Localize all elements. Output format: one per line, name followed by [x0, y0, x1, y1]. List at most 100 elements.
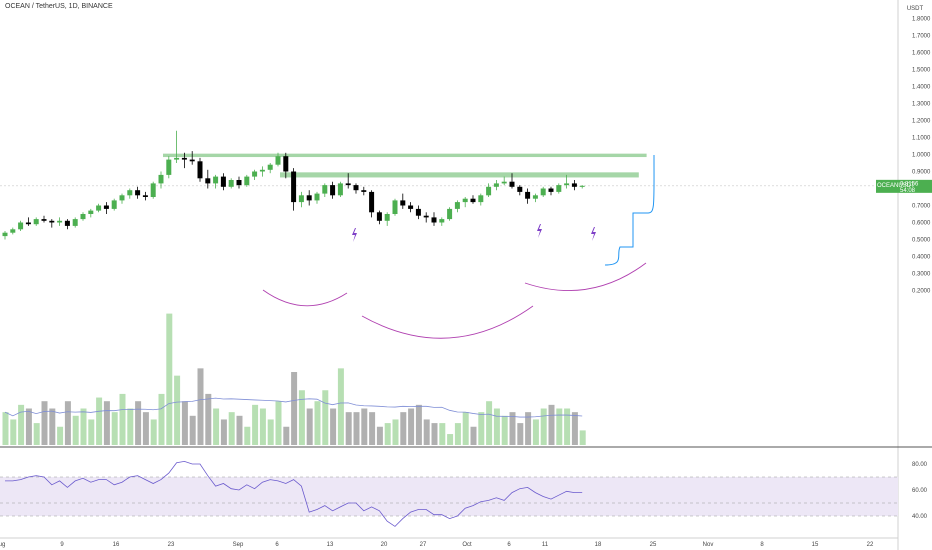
- price-tick-label: 1.4000: [912, 85, 931, 91]
- volume-bar: [244, 426, 251, 445]
- candle-body: [72, 219, 78, 226]
- last-price-symbol: OCEANUSDT: [877, 183, 915, 189]
- candle-body: [25, 222, 31, 225]
- candle: [330, 181, 336, 199]
- candle-body: [415, 208, 421, 216]
- candle: [408, 202, 414, 213]
- candle-body: [322, 185, 328, 194]
- lightning-icon: [352, 228, 357, 242]
- volume-bar: [18, 404, 25, 445]
- candle-body: [267, 164, 273, 170]
- volume-bar: [25, 408, 32, 445]
- candle: [291, 168, 297, 211]
- candle: [236, 176, 242, 189]
- candle: [470, 195, 476, 204]
- candle-body: [454, 202, 460, 209]
- price-tick-label: 1.2000: [912, 119, 931, 125]
- candle-body: [205, 178, 211, 184]
- candle: [431, 212, 437, 226]
- candle: [283, 152, 289, 179]
- volume-bar: [298, 390, 305, 445]
- candle: [353, 183, 359, 194]
- candle: [275, 152, 281, 167]
- volume-bar: [57, 426, 64, 445]
- volume-bar: [181, 401, 188, 445]
- candle-body: [236, 180, 242, 186]
- handle-arc-right: [524, 262, 647, 292]
- volume-bar: [111, 412, 118, 445]
- candle-body: [244, 176, 250, 186]
- candle: [369, 190, 375, 218]
- candle-body: [33, 219, 39, 225]
- candle-body: [509, 181, 515, 187]
- candle: [64, 219, 70, 230]
- candle: [228, 178, 234, 189]
- time-axis-label: Nov: [703, 542, 714, 548]
- candle-body: [330, 185, 336, 196]
- volume-bar: [252, 404, 259, 445]
- time-axis-label: 20: [381, 542, 388, 548]
- time-axis-label: 23: [168, 542, 175, 548]
- candle-body: [431, 217, 437, 223]
- candle: [205, 169, 211, 189]
- time-axis-label: 9: [60, 542, 64, 548]
- candle-body: [361, 190, 367, 192]
- candle: [579, 185, 585, 189]
- candle: [166, 156, 172, 179]
- lightning-icon: [591, 227, 596, 241]
- candle-body: [392, 200, 398, 214]
- candle: [33, 217, 39, 226]
- volume-bar: [478, 412, 485, 445]
- volume-bar: [275, 401, 282, 445]
- volume-bar: [10, 419, 17, 445]
- volume-bar: [470, 426, 477, 445]
- candle: [376, 210, 382, 225]
- volume-bar: [384, 423, 391, 445]
- candle: [213, 174, 219, 189]
- candle: [501, 176, 507, 186]
- candle: [41, 215, 47, 223]
- candle: [189, 151, 195, 165]
- candle: [298, 191, 304, 208]
- volume-bar: [337, 368, 344, 445]
- price-tick-label: 1.3000: [912, 102, 931, 108]
- price-tick-label: 1.0000: [912, 153, 931, 159]
- price-tick-label: 1.1000: [912, 136, 931, 142]
- volume-bar: [415, 404, 422, 445]
- price-tick-label: 0.7000: [912, 204, 931, 210]
- volume-bar: [532, 419, 539, 445]
- price-tick-label: 0.6000: [912, 221, 931, 227]
- volume-bar: [103, 401, 110, 445]
- candle-body: [111, 200, 117, 209]
- candle: [322, 183, 328, 197]
- candle-body: [376, 212, 382, 221]
- candle-body: [213, 176, 219, 184]
- volume-bar: [142, 412, 149, 445]
- time-axis-label: 11: [542, 542, 549, 548]
- candle-body: [501, 181, 507, 184]
- volume-bar: [548, 404, 555, 445]
- candle: [447, 207, 453, 221]
- candle-body: [142, 195, 148, 197]
- candle-body: [571, 183, 577, 187]
- candle-body: [532, 195, 538, 199]
- cup-arc-left: [262, 289, 348, 307]
- last-price-badge: [898, 179, 932, 193]
- candle-body: [119, 195, 125, 201]
- rsi-line: [5, 460, 583, 527]
- candle-body: [548, 188, 554, 192]
- volume-bar: [369, 412, 376, 445]
- volume-bar: [150, 419, 157, 445]
- volume-bar: [41, 401, 48, 445]
- candle-body: [228, 180, 234, 187]
- candle-body: [220, 176, 226, 187]
- candle-body: [174, 157, 180, 160]
- volume-bar: [267, 419, 274, 445]
- volume-bar: [306, 408, 313, 445]
- candle: [127, 188, 133, 199]
- candle-body: [517, 186, 523, 192]
- candle: [49, 219, 55, 228]
- candle-body: [18, 222, 24, 230]
- candle-body: [478, 195, 484, 203]
